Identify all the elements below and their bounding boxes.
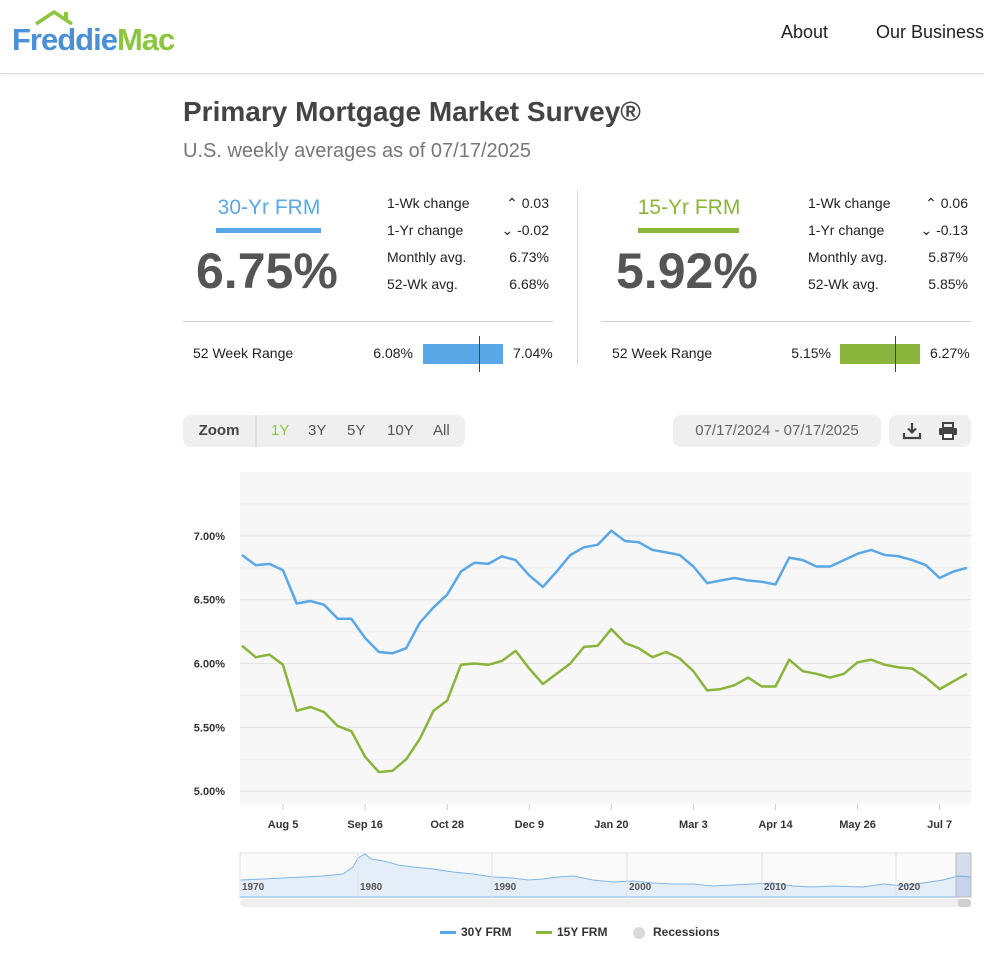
zoom-all-button[interactable]: All [433, 422, 450, 439]
range-max-15yr: 6.27% [930, 345, 970, 361]
rate-history-chart: 5.00% 5.50% 6.00% 6.50% 7.00% Aug 5 Sep 16 Oct… [194, 472, 972, 907]
panel-separator [577, 190, 578, 365]
x-tick-label: Sep 16 [347, 819, 382, 831]
stat-value: 5.85% [928, 276, 968, 292]
zoom-3y-button[interactable]: 3Y [308, 422, 327, 439]
rate-panel-15yr: 15-Yr FRM 5.92% 1-Wk change ⌃ 0.06 1-Yr … [601, 190, 971, 372]
stat-label: 1-Yr change [387, 222, 464, 238]
rate-panel-30yr: 30-Yr FRM 6.75% 1-Wk change ⌃ 0.03 1-Yr … [183, 190, 553, 372]
y-tick-label: 6.50% [194, 595, 225, 607]
page-subtitle: U.S. weekly averages as of 07/17/2025 [183, 140, 531, 162]
chevron-down-icon: ⌄ [920, 222, 933, 238]
x-tick-label: May 26 [839, 819, 876, 831]
range-max-30yr: 7.04% [513, 345, 553, 361]
navigator-scrollbar[interactable] [240, 899, 971, 907]
stat-label: 52-Wk avg. [387, 276, 458, 292]
range-marker-30yr [479, 336, 480, 372]
x-axis-labels: Aug 5 Sep 16 Oct 28 Dec 9 Jan 20 Mar 3 Apr 14 M… [268, 804, 952, 831]
navigator-year-label: 2010 [764, 882, 787, 893]
site-header: FreddieMac About Our Business [0, 0, 984, 74]
rate-label-15yr: 15-Yr FRM [637, 196, 741, 219]
rate-underline-15yr [638, 228, 739, 233]
x-tick-label: Jan 20 [594, 819, 628, 831]
navigator-selection[interactable] [955, 852, 972, 898]
stat-label: 1-Wk change [808, 195, 891, 211]
range-marker-15yr [895, 336, 897, 372]
stat-value: 6.68% [509, 276, 549, 292]
stat-value: ⌄ -0.13 [920, 222, 968, 238]
stat-label: 52-Wk avg. [808, 276, 879, 292]
rate-value-15yr: 5.92% [616, 243, 758, 299]
navigator-year-label: 2000 [629, 882, 652, 893]
range-bar-15yr [840, 344, 920, 364]
zoom-1y-button[interactable]: 1Y [271, 422, 290, 439]
stat-value: ⌃ 0.06 [925, 195, 968, 211]
stat-value: 5.87% [928, 249, 968, 265]
chart-grid [240, 503, 971, 792]
print-icon[interactable] [937, 421, 959, 441]
navigator-year-label: 1990 [494, 882, 517, 893]
stat-value: ⌄ -0.02 [501, 222, 549, 238]
logo-freddie-text: Freddie [12, 22, 118, 57]
panel-divider [183, 321, 553, 322]
stat-label: Monthly avg. [808, 249, 888, 265]
navigator-year-labels: 1970 1980 1990 2000 2010 2020 [239, 853, 921, 897]
chart-tools [889, 415, 971, 447]
date-range-field[interactable]: 07/17/2024 - 07/17/2025 [673, 415, 881, 447]
navigator-year-label: 1980 [360, 882, 383, 893]
zoom-10y-button[interactable]: 10Y [387, 422, 414, 439]
series-line-30yr[interactable] [241, 529, 968, 655]
range-bar-30yr [423, 344, 503, 364]
stat-label: 1-Wk change [387, 195, 470, 211]
range-min-15yr: 5.15% [791, 345, 831, 361]
logo-mac-text: Mac [116, 22, 175, 57]
y-axis-labels: 5.00% 5.50% 6.00% 6.50% 7.00% [194, 531, 225, 798]
x-tick-label: Apr 14 [758, 819, 793, 831]
chevron-down-icon: ⌄ [501, 222, 514, 238]
navigator-year-label: 1970 [242, 882, 265, 893]
y-tick-label: 5.00% [194, 786, 225, 798]
x-tick-label: Dec 9 [515, 819, 544, 831]
rate-label-30yr: 30-Yr FRM [217, 196, 321, 219]
x-tick-label: Oct 28 [430, 819, 464, 831]
stat-value: ⌃ 0.03 [506, 195, 549, 211]
x-tick-label: Mar 3 [679, 819, 708, 831]
y-tick-label: 7.00% [194, 531, 225, 543]
range-label-30yr: 52 Week Range [193, 345, 294, 361]
chart-series [241, 529, 968, 774]
nav-our-business-link[interactable]: Our Business [876, 22, 984, 42]
nav-about-link[interactable]: About [781, 22, 829, 42]
legend-item-30yr[interactable]: 30Y FRM [440, 925, 511, 939]
navigator-year-label: 2020 [898, 882, 921, 893]
range-navigator[interactable]: 1970 1980 1990 2000 2010 2020 [239, 852, 972, 907]
navigator-scrollbar-thumb[interactable] [958, 899, 971, 907]
panel-divider [601, 321, 971, 322]
stat-value: 6.73% [509, 249, 549, 265]
download-icon[interactable] [901, 421, 923, 441]
zoom-5y-button[interactable]: 5Y [347, 422, 366, 439]
chevron-up-icon: ⌃ [925, 195, 937, 211]
legend-item-15yr[interactable]: 15Y FRM [536, 925, 607, 939]
x-tick-label: Jul 7 [927, 819, 952, 831]
y-tick-label: 6.00% [194, 659, 225, 671]
navigator-history-line [239, 853, 972, 898]
x-tick-label: Aug 5 [268, 819, 299, 831]
y-tick-label: 5.50% [194, 722, 225, 734]
legend-item-recessions[interactable]: Recessions [633, 925, 720, 939]
house-roof-icon [35, 10, 73, 26]
page-title: Primary Mortgage Market Survey® [183, 96, 641, 127]
series-line-15yr[interactable] [241, 627, 968, 774]
rate-underline-30yr [216, 228, 321, 233]
rate-value-30yr: 6.75% [196, 243, 338, 299]
stat-label: Monthly avg. [387, 249, 467, 265]
freddie-mac-logo[interactable]: FreddieMac [12, 10, 202, 60]
zoom-control: Zoom 1Y 3Y 5Y 10Y All [183, 415, 465, 447]
range-min-30yr: 6.08% [373, 345, 413, 361]
zoom-label: Zoom [183, 415, 257, 447]
chevron-up-icon: ⌃ [506, 195, 518, 211]
range-label-15yr: 52 Week Range [612, 345, 713, 361]
stat-label: 1-Yr change [808, 222, 885, 238]
